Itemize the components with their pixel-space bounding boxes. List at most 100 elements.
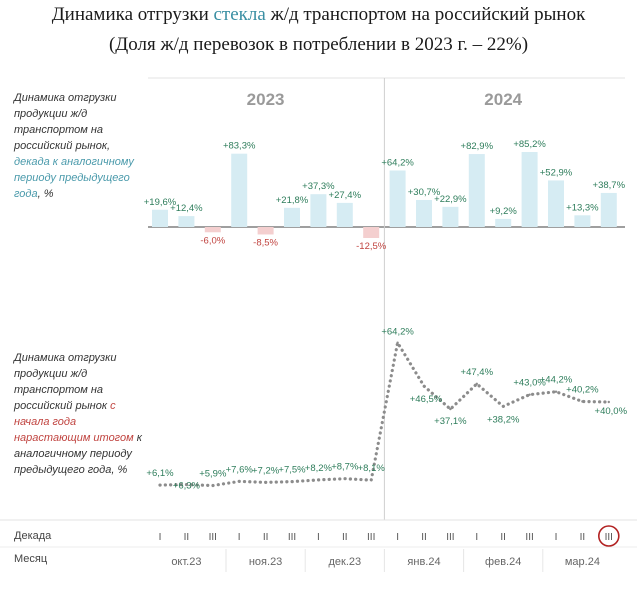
decade-header: Декада — [14, 530, 52, 542]
month-label: дек.23 — [328, 556, 361, 568]
bottom-label-plain: Динамика отгрузки продукции ж/д транспор… — [14, 352, 117, 412]
month-header: Месяц — [14, 553, 48, 565]
bar-data-label: +37,3% — [302, 181, 335, 192]
bar — [389, 170, 406, 227]
bar-data-label: -8,5% — [253, 237, 278, 248]
line-data-label: +37,1% — [434, 416, 467, 427]
decade-tick-label: I — [396, 532, 399, 543]
bar-data-label: +21,8% — [276, 195, 309, 206]
month-label: янв.24 — [407, 556, 440, 568]
bar — [363, 227, 380, 238]
line-data-label: +8,1% — [358, 463, 386, 474]
decade-tick-label: II — [263, 532, 269, 543]
bar-data-label: +82,9% — [461, 141, 494, 152]
bar — [521, 152, 538, 227]
bar-data-label: +19,6% — [144, 197, 177, 208]
line-point — [264, 481, 267, 484]
bar-data-label: +64,2% — [381, 158, 414, 169]
line-point — [607, 400, 610, 404]
decade-tick-label: I — [475, 532, 478, 543]
bar-data-label: +85,2% — [513, 139, 546, 150]
decade-tick-label: II — [184, 532, 190, 543]
bar — [548, 180, 564, 227]
month-label: мар.24 — [565, 556, 600, 568]
line-data-label: +7,5% — [278, 465, 306, 476]
bar-data-label: +27,4% — [329, 190, 362, 201]
bar — [152, 209, 168, 227]
bar — [574, 215, 591, 227]
line-point — [475, 382, 478, 386]
line-data-label: +43,0% — [513, 378, 546, 389]
month-label: фев.24 — [485, 556, 521, 568]
bar — [600, 192, 617, 227]
bottom-label-suffix: к аналогичному периоду предыдущего года,… — [14, 432, 142, 476]
bar-data-label: +38,7% — [593, 180, 626, 191]
month-label: ноя.23 — [249, 556, 282, 568]
line-point — [185, 483, 188, 486]
bar — [284, 207, 300, 227]
top-label-teal: декада к аналогичному периоду предыдущег… — [14, 156, 134, 200]
bar — [257, 227, 274, 235]
bar — [310, 194, 327, 227]
bar-data-label: +12,4% — [170, 203, 203, 214]
line-data-label: +46,5% — [410, 394, 443, 405]
top-label-plain: Динамика отгрузки продукции ж/д транспор… — [14, 92, 117, 152]
decade-tick-label: II — [500, 532, 506, 543]
bar — [336, 202, 353, 227]
line-point — [554, 390, 558, 393]
line-point — [396, 341, 399, 344]
month-label: окт.23 — [171, 556, 201, 568]
bar — [495, 218, 512, 227]
bar-data-label: +52,9% — [540, 167, 573, 178]
line-data-label: +38,2% — [487, 414, 520, 425]
bar-data-label: -6,0% — [200, 235, 225, 246]
year-label-2024: 2024 — [484, 90, 522, 109]
highlight-circle — [597, 525, 620, 547]
line-point — [238, 480, 241, 483]
bar — [442, 206, 459, 227]
line-data-label: +8,2% — [305, 463, 333, 474]
bar — [416, 199, 432, 227]
bar-data-label: -12,5% — [356, 241, 387, 252]
title-pre: Динамика отгрузки — [51, 4, 214, 25]
decade-tick-label: I — [159, 532, 162, 543]
title-accent: стекла — [213, 4, 266, 25]
top-chart-label: Динамика отгрузки продукции ж/д транспор… — [14, 90, 148, 202]
decade-tick-label: III — [446, 532, 454, 543]
line-data-label: +6,1% — [146, 468, 174, 479]
decade-tick-label: II — [342, 532, 348, 543]
line-point — [158, 483, 162, 487]
line-data-label: +47,4% — [461, 367, 494, 378]
line-point — [581, 400, 584, 403]
line-point — [211, 484, 214, 487]
chart-title-line1: Динамика отгрузки стекла ж/д транспортом… — [0, 4, 637, 26]
bar — [231, 153, 248, 227]
decade-tick-label: III — [209, 532, 217, 543]
bottom-chart-label: Динамика отгрузки продукции ж/д транспор… — [14, 350, 148, 478]
decade-tick-label: II — [580, 532, 586, 543]
line-point — [502, 405, 505, 408]
year-label-2023: 2023 — [247, 90, 285, 109]
line-point — [343, 477, 346, 480]
line-data-label: +7,2% — [252, 465, 280, 476]
decade-tick-label: I — [555, 532, 558, 543]
decade-tick-label: III — [605, 532, 613, 543]
bar — [468, 154, 485, 227]
bottom-label-red: с начала года нарастающим итогом — [14, 400, 134, 444]
title-post: ж/д транспортом на российский рынок — [265, 4, 586, 25]
bar-data-label: +9,2% — [490, 206, 518, 217]
decade-tick-label: I — [317, 532, 320, 543]
cumulative-line — [158, 338, 611, 488]
line-data-label: +64,2% — [381, 327, 414, 338]
decade-tick-label: III — [367, 532, 375, 543]
line-point — [370, 478, 373, 482]
top-label-suffix: , % — [37, 188, 54, 200]
bar-data-label: +30,7% — [408, 187, 441, 198]
chart-title-line2: (Доля ж/д перевозок в потреблении в 2023… — [108, 34, 529, 55]
bar-data-label: +13,3% — [566, 202, 599, 213]
line-data-label: +40,2% — [566, 385, 599, 396]
bar-data-label: +22,9% — [434, 194, 467, 205]
line-point — [290, 480, 294, 483]
decade-tick-label: II — [421, 532, 427, 543]
bar-data-label: +83,3% — [223, 141, 256, 152]
